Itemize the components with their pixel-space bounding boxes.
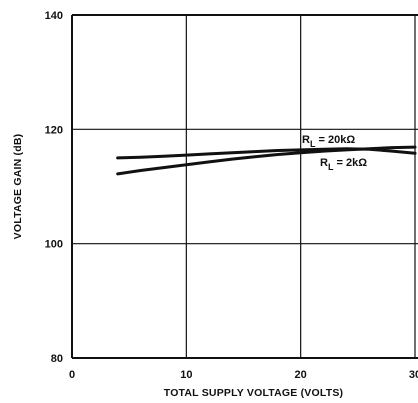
y-tick-label: 80	[51, 353, 63, 365]
plot-frame	[71, 14, 418, 359]
y-tick-label: 100	[45, 239, 63, 251]
series-label-subscript: L	[310, 139, 316, 149]
y-tick-label: 120	[45, 124, 63, 136]
x-tick-label: 10	[180, 369, 192, 381]
series-label-value: = 2kΩ	[333, 157, 367, 169]
x-tick-label: 20	[295, 369, 307, 381]
grid	[72, 15, 418, 358]
series-label-subscript: L	[328, 162, 334, 172]
series-line	[116, 145, 417, 176]
x-tick-label: 0	[69, 369, 75, 381]
series-label: RL = 20kΩ	[302, 134, 355, 149]
series-label-main: R	[320, 157, 328, 169]
series-label: RL = 2kΩ	[320, 157, 367, 172]
y-tick-label: 140	[45, 10, 63, 22]
x-axis-label: TOTAL SUPPLY VOLTAGE (VOLTS)	[164, 387, 343, 399]
ticks-layer: 80 100 120 140 0 10 20 30	[45, 10, 418, 381]
x-tick-label: 30	[409, 369, 418, 381]
y-axis-label: VOLTAGE GAIN (dB)	[12, 134, 24, 240]
series-label-value: = 20kΩ	[315, 134, 355, 146]
series-label-main: R	[302, 134, 310, 146]
